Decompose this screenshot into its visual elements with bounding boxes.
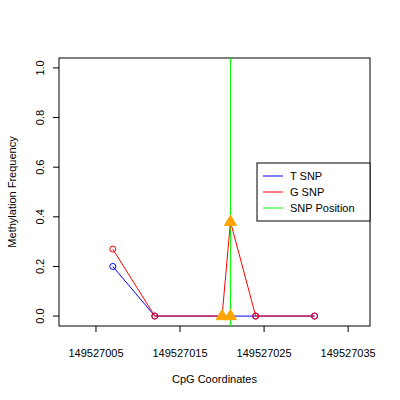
snp-line bbox=[230, 58, 231, 326]
legend: T SNP G SNP SNP Position bbox=[257, 163, 370, 221]
circle-marker bbox=[110, 263, 116, 269]
x-tick bbox=[95, 326, 96, 332]
y-tick-label: 0.8 bbox=[34, 110, 46, 125]
triangle-marker bbox=[224, 309, 236, 319]
circle-marker bbox=[312, 313, 318, 319]
y-tick bbox=[53, 316, 59, 317]
legend-label: G SNP bbox=[290, 186, 324, 198]
circle-marker bbox=[152, 313, 158, 319]
x-tick-label: 149527035 bbox=[321, 347, 376, 359]
x-tick-label: 149527025 bbox=[237, 347, 292, 359]
y-tick-label: 0.6 bbox=[34, 160, 46, 175]
triangle-marker bbox=[224, 215, 236, 225]
series-line bbox=[113, 222, 315, 316]
x-tick bbox=[264, 326, 265, 332]
y-tick-label: 0.0 bbox=[34, 308, 46, 323]
y-tick-label: 0.2 bbox=[34, 259, 46, 274]
chart: 149527005 149527015 149527025 149527035 0.0 0… bbox=[0, 0, 400, 400]
legend-swatch bbox=[263, 176, 283, 177]
circle-marker bbox=[110, 246, 116, 252]
circle-marker bbox=[253, 313, 259, 319]
plot-frame bbox=[59, 58, 370, 326]
y-tick-label: 1.0 bbox=[34, 60, 46, 75]
circle-marker bbox=[152, 313, 158, 319]
circle-marker bbox=[312, 313, 318, 319]
legend-box bbox=[257, 163, 370, 221]
x-tick-label: 149527005 bbox=[68, 347, 123, 359]
x-axis-title: CpG Coordinates bbox=[172, 373, 257, 385]
legend-swatch bbox=[263, 208, 283, 209]
legend-label: T SNP bbox=[290, 170, 322, 182]
y-axis-title: Methylation Frequency bbox=[6, 136, 18, 248]
y-tick-label: 0.4 bbox=[34, 209, 46, 224]
y-tick bbox=[53, 117, 59, 118]
legend-swatch bbox=[263, 192, 283, 193]
x-tick-label: 149527015 bbox=[153, 347, 208, 359]
x-tick bbox=[180, 326, 181, 332]
y-tick bbox=[53, 67, 59, 68]
legend-label: SNP Position bbox=[290, 202, 355, 214]
y-tick bbox=[53, 216, 59, 217]
y-tick bbox=[53, 167, 59, 168]
x-tick bbox=[348, 326, 349, 332]
circle-marker bbox=[253, 313, 259, 319]
series-line bbox=[113, 266, 315, 316]
y-tick bbox=[53, 266, 59, 267]
